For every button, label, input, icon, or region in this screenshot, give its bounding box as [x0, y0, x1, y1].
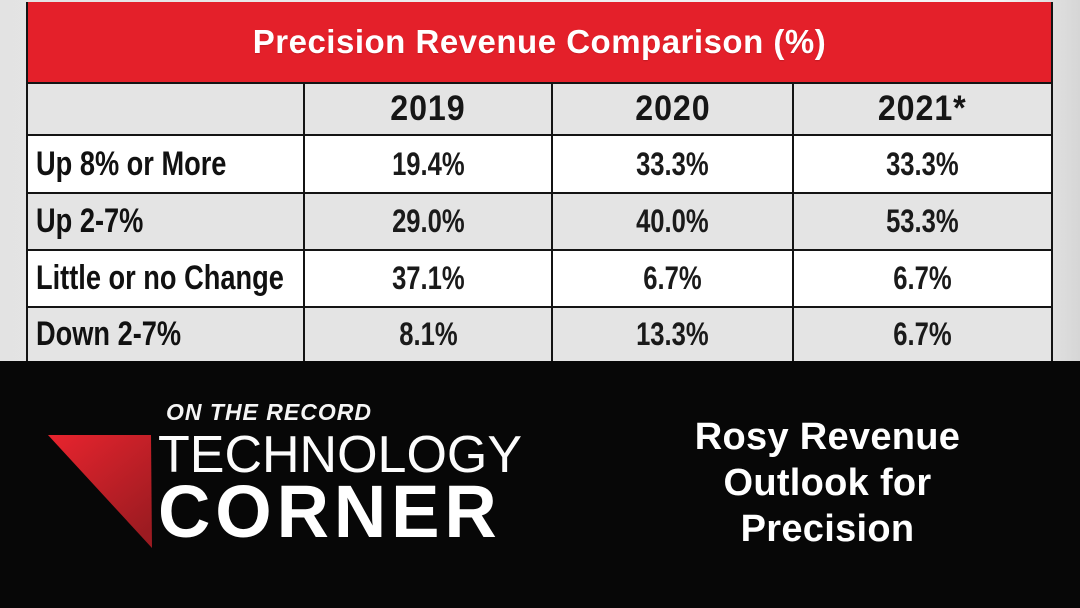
cell-value: 40.0%	[553, 194, 794, 249]
row-label: Little or no Change	[28, 251, 305, 306]
table-row-up-8-or-more: Up 8% or More 19.4% 33.3% 33.3%	[28, 136, 1051, 194]
revenue-table: Precision Revenue Comparison (%) 2019 20…	[26, 2, 1053, 361]
table-header-row: 2019 2020 2021*	[28, 84, 1051, 136]
cell-value: 37.1%	[305, 251, 553, 306]
row-label: Up 2-7%	[28, 194, 305, 249]
table-title: Precision Revenue Comparison (%)	[252, 23, 827, 60]
cell-value: 6.7%	[893, 316, 952, 352]
row-label: Down 2-7%	[28, 308, 305, 361]
technology-corner-logo: ON THE RECORD TECHNOLOGY CORNER	[158, 399, 538, 553]
row-label: Up 8% or More	[28, 136, 305, 192]
cell-value: 6.7%	[553, 251, 794, 306]
logo-red-wedge-icon	[48, 435, 152, 548]
logo-technology: TECHNOLOGY	[158, 426, 523, 484]
cell-value: 6.7%	[893, 260, 952, 296]
episode-caption: Rosy Revenue Outlook for Precision	[694, 416, 961, 550]
cell-value: 29.0%	[305, 194, 553, 249]
cell-value: 53.3%	[886, 203, 959, 239]
logo-kicker: ON THE RECORD	[166, 399, 372, 425]
table-corner-cell	[28, 84, 305, 134]
table-row-up-2-7: Up 2-7% 29.0% 40.0% 53.3%	[28, 194, 1051, 251]
cell-value: 19.4%	[305, 136, 553, 192]
column-header-2020: 2020	[553, 84, 794, 134]
column-header-2019: 2019	[305, 84, 553, 134]
table-title-banner: Precision Revenue Comparison (%)	[28, 2, 1051, 84]
cell-value: 8.1%	[305, 308, 553, 361]
table-row-down-2-7: Down 2-7% 8.1% 13.3% 6.7%	[28, 308, 1051, 361]
cell-value: 13.3%	[553, 308, 794, 361]
logo-corner: CORNER	[158, 470, 502, 553]
cell-value: 33.3%	[886, 145, 959, 182]
column-header-2021: 2021*	[878, 89, 967, 128]
cell-value: 33.3%	[553, 136, 794, 192]
footer-band: ON THE RECORD TECHNOLOGY CORNER Rosy Rev…	[0, 361, 1080, 608]
table-row-little-or-no-change: Little or no Change 37.1% 6.7% 6.7%	[28, 251, 1051, 308]
